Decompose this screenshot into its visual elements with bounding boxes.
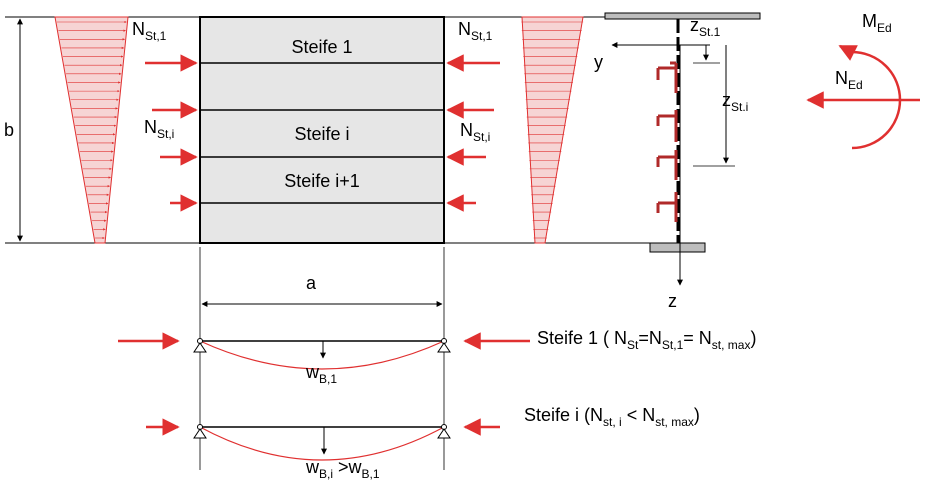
stiffener-label-i1: Steife i+1	[284, 171, 360, 191]
force-label-nsti-right: NSt,i	[460, 120, 490, 144]
moment-arrowhead	[838, 44, 859, 61]
force-label-nst1-left: NSt,1	[132, 19, 167, 43]
beam2-deflection-label: wB,i >wB,1	[305, 457, 380, 481]
y-axis-label: y	[594, 52, 603, 72]
z-sti-label: zSt.i	[722, 90, 748, 114]
stiffener-label-1: Steife 1	[291, 37, 352, 57]
beam-2	[193, 424, 451, 461]
stiffener-profile	[656, 61, 678, 93]
stiffener-profiles	[656, 61, 678, 222]
beam2-label: Steife i (Nst, i < Nst, max)	[524, 405, 700, 429]
beam1-deflection-label: wB,1	[305, 362, 337, 386]
a-label: a	[306, 273, 317, 293]
cross-section: y z zSt.1 zSt.i	[594, 12, 761, 311]
force-label-nst1-right: NSt,1	[458, 19, 493, 43]
beam-1	[193, 338, 451, 370]
stiffener-profile	[656, 110, 678, 142]
force-label-nsti-left: NSt,i	[144, 117, 174, 141]
left-stress-distribution	[54, 16, 129, 244]
plate-panel	[199, 16, 445, 244]
right-stress-distribution	[521, 16, 584, 244]
moment-label: MEd	[862, 11, 892, 35]
top-flange	[604, 12, 761, 20]
stiffener-profile	[656, 192, 678, 222]
bottom-flange	[649, 242, 706, 253]
b-label: b	[4, 120, 14, 140]
beam1-label: Steife 1 ( NSt=NSt,1= Nst, max)	[537, 328, 756, 352]
z-axis-label: z	[668, 291, 677, 311]
stiffener-label-i: Steife i	[294, 124, 349, 144]
z-st1-label: zSt.1	[690, 15, 721, 39]
normal-force-label: NEd	[835, 68, 863, 92]
stiffener-profile	[656, 150, 678, 180]
